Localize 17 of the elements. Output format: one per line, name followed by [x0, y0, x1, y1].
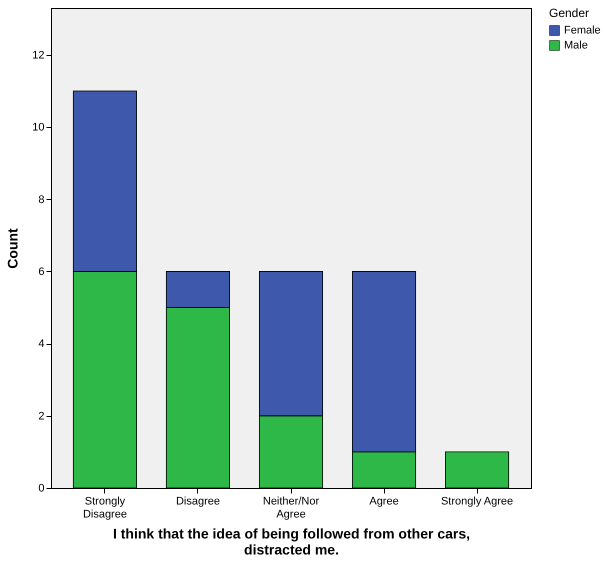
- y-tick-label: 8: [38, 194, 44, 206]
- y-tick-label: 2: [38, 410, 44, 422]
- x-axis-title: I think that the idea of being followed from other cars, distracted me.: [112, 526, 470, 558]
- y-tick-label: 10: [32, 122, 44, 134]
- x-tick-label: Strongly Agree: [440, 496, 514, 508]
- y-tick-label: 0: [38, 482, 44, 494]
- legend-title: Gender: [549, 6, 590, 20]
- y-tick-label: 6: [38, 266, 44, 278]
- y-tick-label: 12: [32, 49, 44, 62]
- legend-label: Male: [564, 40, 588, 52]
- x-tick-label: Disagree: [176, 496, 220, 508]
- legend-label: Female: [564, 24, 601, 36]
- y-axis-title: Count: [4, 228, 20, 269]
- x-tick-label: Neither/Nor Agree: [262, 496, 320, 520]
- x-tick-label: Strongly Disagree: [82, 496, 127, 520]
- x-tick-label: Agree: [369, 496, 399, 508]
- y-tick-label: 4: [38, 338, 44, 350]
